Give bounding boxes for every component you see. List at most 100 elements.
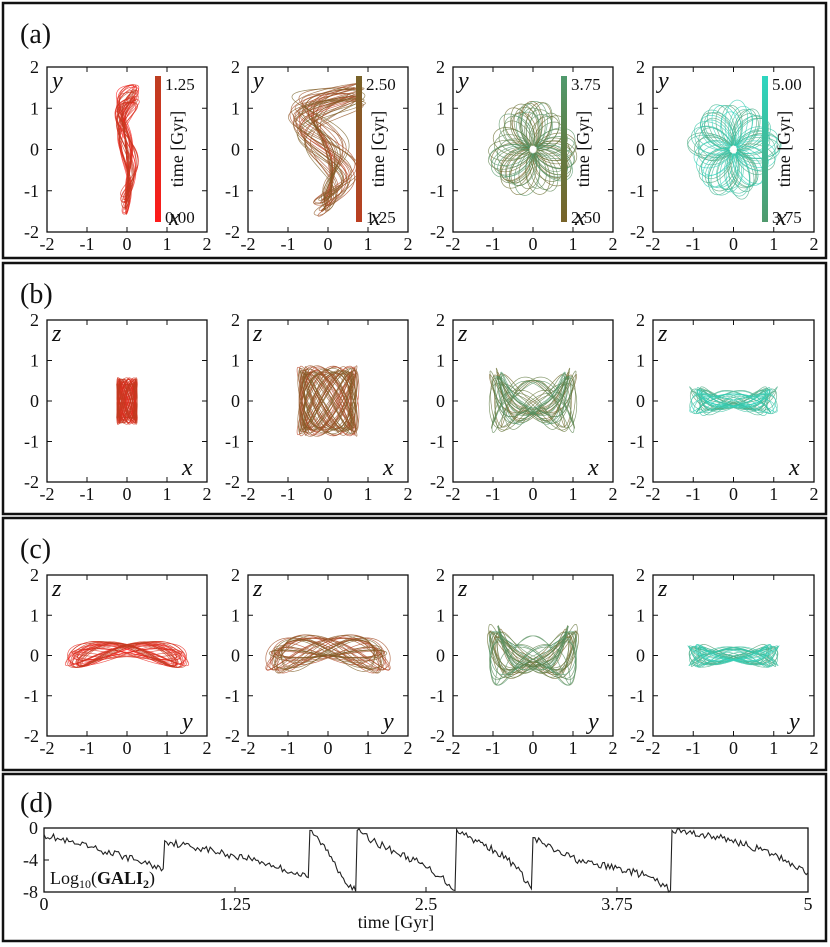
y-tick-label: -1 [430, 181, 445, 201]
horizontal-axis-variable: y [787, 709, 800, 735]
x-tick-label: 5 [804, 894, 813, 914]
y-tick-label: 2 [30, 57, 39, 77]
x-tick-label: 2 [404, 738, 413, 758]
x-tick-label: -2 [40, 234, 55, 254]
subplot-orbit-line [293, 87, 365, 212]
y-tick-label: 2 [30, 310, 39, 330]
x-tick-label: 1 [364, 738, 373, 758]
ylabel-name: GALI [97, 868, 143, 888]
y-tick-label: 2 [231, 57, 240, 77]
subplot-orbit-line [695, 644, 772, 661]
subplot-orbit-line [66, 640, 188, 669]
y-tick-label: 2 [30, 565, 39, 585]
subplot-orbit-line [697, 644, 770, 666]
x-tick-label: -2 [40, 738, 55, 758]
orbit-group [487, 624, 579, 686]
subplot-orbit-line [495, 635, 571, 685]
y-tick-label: 1 [436, 351, 445, 371]
colorbar-title: time [Gyr] [167, 111, 187, 187]
y-tick-label: 2 [636, 565, 645, 585]
horizontal-axis-variable: x [168, 205, 180, 231]
x-tick-label: 1 [163, 484, 172, 504]
x-tick-label: 1 [364, 484, 373, 504]
y-tick-label: -2 [225, 472, 240, 492]
vertical-axis-variable: y [656, 68, 669, 94]
x-tick-label: 0 [729, 234, 738, 254]
x-tick-label: 1 [769, 738, 778, 758]
subplot-orbit-line [690, 645, 777, 666]
orbit-group [64, 640, 190, 669]
y-tick-label: 2 [436, 57, 445, 77]
vertical-axis-variable: z [51, 321, 62, 347]
gali-ylabel: Log10(GALI2) [50, 868, 155, 891]
subplot-orbit-line [276, 635, 380, 673]
panel-label: (a) [20, 19, 51, 50]
x-tick-label: -1 [486, 738, 501, 758]
x-tick-label: 0 [324, 484, 333, 504]
y-tick-label: -1 [225, 432, 240, 452]
y-tick-label: -1 [630, 432, 645, 452]
orbit-group [488, 367, 578, 433]
y-tick-label: 0 [436, 646, 445, 666]
x-tick-label: 0 [123, 484, 132, 504]
y-tick-label: 2 [436, 565, 445, 585]
orbit-group [265, 634, 391, 674]
x-tick-label: 2 [810, 738, 819, 758]
subplot-orbit-line [698, 389, 769, 408]
colorbar-title: time [Gyr] [774, 111, 794, 187]
subplot-orbit-line [505, 111, 572, 184]
subplot-orbit-line [500, 372, 566, 415]
x-tick-label: 2 [203, 234, 212, 254]
subplot-orbit-line [72, 641, 182, 668]
orbit-group [296, 365, 360, 437]
horizontal-axis-variable: x [587, 455, 599, 481]
subplot-orbit-line [696, 648, 771, 668]
subplot-orbit-line [688, 646, 779, 667]
y-tick-label: 1 [30, 351, 39, 371]
ylabel-close-paren: ) [149, 868, 155, 889]
horizontal-axis-variable: x [369, 205, 381, 231]
subplot-orbit-line [489, 114, 568, 178]
y-tick-label: 1 [636, 98, 645, 118]
x-tick-label: -1 [486, 234, 501, 254]
x-tick-label: -2 [446, 738, 461, 758]
subplot-orbit-line [503, 107, 577, 196]
subplot-orbit-line [489, 630, 577, 669]
subplot-orbit-line [487, 631, 579, 671]
y-tick-label: -2 [24, 472, 39, 492]
x-tick-label: -1 [686, 234, 701, 254]
subplot-orbit-line [687, 645, 780, 662]
y-tick-label: -1 [225, 181, 240, 201]
y-tick-label: 1 [30, 605, 39, 625]
colorbar-max-label: 3.75 [571, 75, 601, 94]
colorbar [155, 76, 161, 222]
colorbar-max-label: 1.25 [165, 75, 195, 94]
y-tick-label: 1 [636, 351, 645, 371]
y-tick-label: 2 [636, 310, 645, 330]
x-tick-label: 2 [203, 738, 212, 758]
horizontal-axis-variable: y [381, 709, 394, 735]
subplot-orbit-line [498, 376, 568, 425]
horizontal-axis-variable: y [180, 709, 193, 735]
x-tick-label: 2 [404, 484, 413, 504]
subplot-orbit-line [291, 88, 366, 211]
subplot-orbit-line [696, 387, 771, 413]
x-tick-label: -2 [646, 738, 661, 758]
y-tick-label: 0 [30, 391, 39, 411]
x-tick-label: 2 [609, 234, 618, 254]
x-tick-label: 2 [404, 234, 413, 254]
orbit-group [687, 644, 780, 668]
subplot-orbit-line [496, 102, 559, 192]
colorbar-title: time [Gyr] [368, 111, 388, 187]
vertical-axis-variable: z [657, 576, 668, 602]
vertical-axis-variable: z [657, 321, 668, 347]
y-tick-label: -2 [24, 222, 39, 242]
subplot-orbit-line [303, 372, 353, 430]
x-tick-label: 1.25 [219, 894, 251, 914]
subplot-orbit-line [116, 378, 138, 424]
y-tick-label: 1 [436, 605, 445, 625]
orbit-group [487, 101, 578, 196]
